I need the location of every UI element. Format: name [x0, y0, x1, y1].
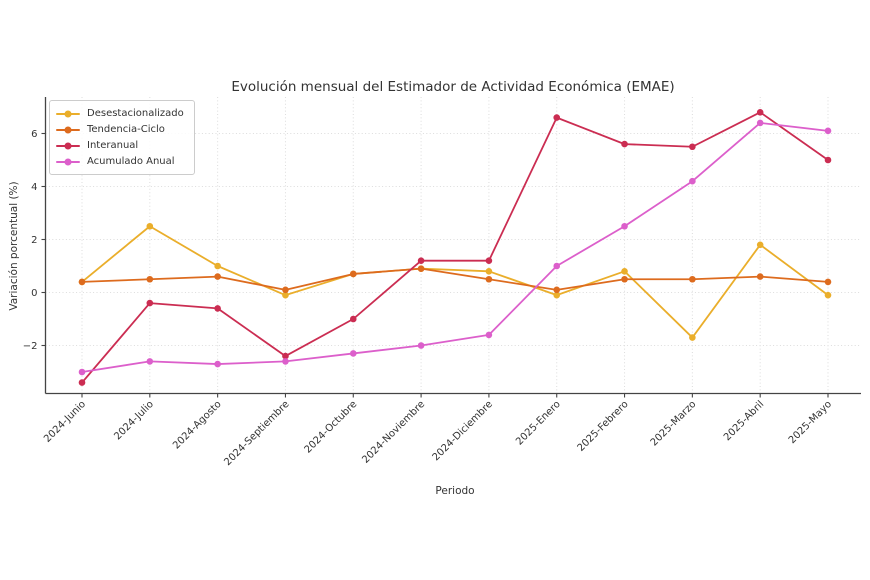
x-tick-label-10: 2025-Abril	[722, 399, 766, 443]
marker-acumulado-anual-0	[78, 368, 86, 376]
marker-acumulado-anual-3	[282, 358, 289, 365]
marker-interanual-10	[756, 109, 764, 116]
marker-tendencia-ciclo-9	[689, 275, 696, 283]
marker-desestacionalizado-1	[146, 222, 154, 230]
axes-spines	[44, 97, 861, 395]
legend-label-tendencia-ciclo: Tendencia-Ciclo	[87, 123, 165, 135]
series-tendencia-ciclo	[78, 265, 832, 294]
marker-desestacionalizado-6	[485, 268, 493, 275]
marker-acumulado-anual-11	[824, 127, 832, 135]
marker-desestacionalizado-8	[621, 268, 628, 275]
x-tick-label-2: 2024-Agosto	[171, 399, 224, 452]
marker-acumulado-anual-1	[146, 358, 154, 365]
marker-acumulado-anual-7	[553, 262, 561, 270]
marker-tendencia-ciclo-0	[78, 278, 86, 286]
legend-item-desestacionalizado: Desestacionalizado	[56, 107, 184, 120]
marker-acumulado-anual-2	[214, 360, 221, 368]
marker-interanual-8	[621, 140, 628, 148]
marker-tendencia-ciclo-4	[349, 270, 357, 278]
legend-marker-acumulado-anual	[56, 158, 80, 165]
tick-marks	[41, 132, 829, 398]
x-tick-label-7: 2025-Enero	[514, 399, 563, 448]
x-axis-label: Periodo	[435, 485, 475, 497]
x-tick-label-6: 2024-Diciembre	[431, 399, 495, 463]
x-tick-label-8: 2025-Febrero	[576, 399, 631, 454]
marker-tendencia-ciclo-3	[282, 286, 289, 294]
y-tick-label--2: −2	[23, 341, 38, 352]
legend-item-tendencia-ciclo: Tendencia-Ciclo	[56, 123, 184, 136]
legend-marker-desestacionalizado	[56, 110, 80, 117]
marker-interanual-11	[824, 156, 832, 164]
legend-label-interanual: Interanual	[87, 139, 139, 151]
marker-acumulado-anual-6	[485, 331, 493, 339]
marker-tendencia-ciclo-5	[417, 265, 425, 272]
series-line-acumulado-anual	[81, 122, 829, 373]
marker-tendencia-ciclo-11	[824, 278, 832, 286]
marker-acumulado-anual-5	[417, 342, 425, 349]
marker-desestacionalizado-2	[214, 262, 221, 270]
marker-tendencia-ciclo-10	[756, 273, 764, 280]
legend-label-acumulado-anual: Acumulado Anual	[87, 155, 175, 167]
x-tick-label-3: 2024-Septiembre	[222, 399, 291, 468]
marker-interanual-6	[485, 257, 493, 265]
marker-desestacionalizado-7	[553, 291, 561, 299]
y-tick-label-2: 2	[31, 235, 37, 246]
y-axis-label: Variación porcentual (%)	[8, 181, 20, 311]
marker-interanual-7	[553, 114, 561, 121]
legend: Desestacionalizado Tendencia-Ciclo Interan…	[49, 100, 195, 175]
x-tick-label-11: 2025-Mayo	[787, 399, 834, 446]
marker-interanual-1	[146, 299, 154, 307]
marker-tendencia-ciclo-1	[146, 275, 154, 283]
legend-marker-dot-tendencia-ciclo	[64, 126, 72, 133]
marker-interanual-2	[214, 305, 221, 312]
chart-title: Evolución mensual del Estimador de Activ…	[231, 79, 675, 95]
y-tick-label-6: 6	[31, 129, 37, 140]
marker-desestacionalizado-10	[756, 241, 764, 249]
series-line-desestacionalizado	[81, 225, 829, 339]
legend-label-desestacionalizado: Desestacionalizado	[87, 107, 184, 119]
marker-acumulado-anual-9	[689, 177, 696, 185]
x-tick-label-5: 2024-Noviembre	[360, 399, 427, 466]
marker-desestacionalizado-11	[824, 291, 832, 299]
legend-marker-dot-acumulado-anual	[64, 158, 72, 165]
marker-desestacionalizado-3	[282, 291, 289, 299]
x-tick-label-4: 2024-Octubre	[303, 399, 360, 456]
marker-acumulado-anual-4	[349, 350, 357, 357]
x-tick-label-9: 2025-Marzo	[649, 399, 699, 449]
legend-item-interanual: Interanual	[56, 139, 184, 152]
marker-interanual-5	[417, 257, 425, 265]
marker-interanual-4	[349, 315, 357, 323]
series-line-tendencia-ciclo	[81, 267, 829, 291]
legend-marker-dot-interanual	[64, 142, 72, 149]
x-tick-label-1: 2024-Julio	[112, 399, 156, 443]
marker-tendencia-ciclo-7	[553, 286, 561, 294]
series-line-interanual	[81, 111, 829, 384]
marker-tendencia-ciclo-6	[485, 275, 493, 283]
legend-marker-interanual	[56, 142, 80, 149]
y-tick-label-0: 0	[31, 288, 37, 299]
series-interanual	[78, 109, 832, 386]
marker-desestacionalizado-9	[689, 334, 696, 341]
marker-interanual-0	[78, 379, 86, 386]
legend-item-acumulado-anual: Acumulado Anual	[56, 155, 184, 168]
legend-marker-tendencia-ciclo	[56, 126, 80, 133]
x-tick-label-0: 2024-Junio	[42, 399, 88, 445]
y-tick-label-4: 4	[31, 182, 37, 193]
marker-tendencia-ciclo-2	[214, 273, 221, 280]
marker-interanual-3	[282, 352, 289, 360]
marker-tendencia-ciclo-8	[621, 275, 628, 283]
marker-interanual-9	[689, 143, 696, 151]
marker-acumulado-anual-8	[621, 222, 628, 230]
legend-marker-dot-desestacionalizado	[64, 110, 72, 117]
marker-acumulado-anual-10	[756, 119, 764, 127]
series-desestacionalizado	[78, 222, 832, 341]
series-acumulado-anual	[78, 119, 832, 376]
